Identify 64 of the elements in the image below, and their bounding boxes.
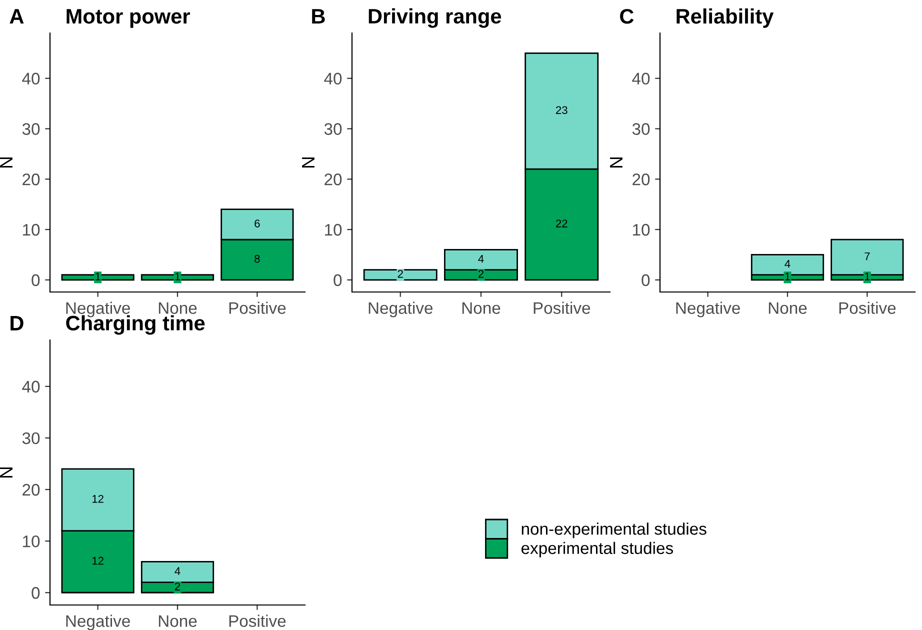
y-axis-title: N xyxy=(610,157,622,168)
y-tick-label: 10 xyxy=(633,224,650,236)
y-tick-label: 40 xyxy=(632,72,650,85)
x-tick-label: Positive xyxy=(839,302,896,314)
chart-title: Driving range xyxy=(368,8,502,28)
y-tick-label: 30 xyxy=(324,123,342,135)
y-tick-label: 30 xyxy=(632,123,650,135)
legend-label: non-experimental studies xyxy=(522,522,706,538)
y-tick-label: 10 xyxy=(325,224,342,236)
text: B xyxy=(312,9,325,24)
x-tick-label: Positive xyxy=(229,302,286,314)
y-tick-label: 30 xyxy=(22,432,40,444)
y-tick-label: 0 xyxy=(334,274,342,286)
y-tick-label: 20 xyxy=(324,174,342,186)
y-tick-label: 40 xyxy=(22,380,40,393)
data-label: 2 xyxy=(398,270,403,278)
data-label: 2 xyxy=(478,270,484,278)
x-tick-label: Negative xyxy=(676,302,740,318)
text: D xyxy=(10,316,24,330)
y-tick-label: 20 xyxy=(22,174,40,186)
data-label: 1 xyxy=(96,272,100,280)
x-tick-label: Negative xyxy=(66,614,130,630)
y-axis-title: N xyxy=(0,467,12,478)
legend-label: experimental studies xyxy=(521,542,674,558)
data-label: 4 xyxy=(784,260,790,268)
x-tick-label: Positive xyxy=(534,302,590,314)
data-label: 6 xyxy=(254,220,260,228)
y-tick-label: 0 xyxy=(642,274,650,286)
x-tick-label: Positive xyxy=(229,614,286,627)
data-label: 12 xyxy=(92,494,104,503)
x-tick-label: None xyxy=(158,615,197,627)
y-tick-label: 30 xyxy=(22,123,40,135)
x-tick-label: Negative xyxy=(66,302,130,318)
x-tick-label: None xyxy=(462,302,500,314)
y-tick-label: 40 xyxy=(324,72,342,85)
data-label: 4 xyxy=(478,254,484,263)
data-label: 1 xyxy=(864,272,870,280)
data-label: 23 xyxy=(556,106,568,114)
y-tick-label: 0 xyxy=(32,274,40,286)
data-label: 22 xyxy=(556,220,568,228)
text: A xyxy=(10,9,24,24)
y-axis-title: N xyxy=(302,157,314,168)
data-label: 12 xyxy=(92,556,104,565)
y-axis-title: N xyxy=(0,157,12,168)
bar xyxy=(363,269,438,281)
data-label: 1 xyxy=(785,272,790,280)
data-label: 7 xyxy=(864,252,870,260)
chart-title: Charging time xyxy=(66,315,205,335)
y-tick-label: 10 xyxy=(23,224,40,236)
x-tick-label: None xyxy=(768,302,807,314)
data-label: 4 xyxy=(174,567,180,575)
x-tick-label: Negative xyxy=(368,302,433,318)
y-tick-label: 40 xyxy=(22,72,40,85)
y-tick-label: 20 xyxy=(632,174,650,186)
chart-title: Motor power xyxy=(66,9,190,28)
y-tick-label: 0 xyxy=(32,587,40,599)
data-label: 1 xyxy=(175,272,180,280)
data-label: 8 xyxy=(254,254,260,263)
data-label: 2 xyxy=(174,582,180,590)
y-tick-label: 10 xyxy=(23,535,40,548)
y-tick-label: 20 xyxy=(22,484,40,496)
text: C xyxy=(620,8,634,24)
x-tick-label: None xyxy=(158,302,197,314)
chart-title: Reliability xyxy=(676,8,774,28)
